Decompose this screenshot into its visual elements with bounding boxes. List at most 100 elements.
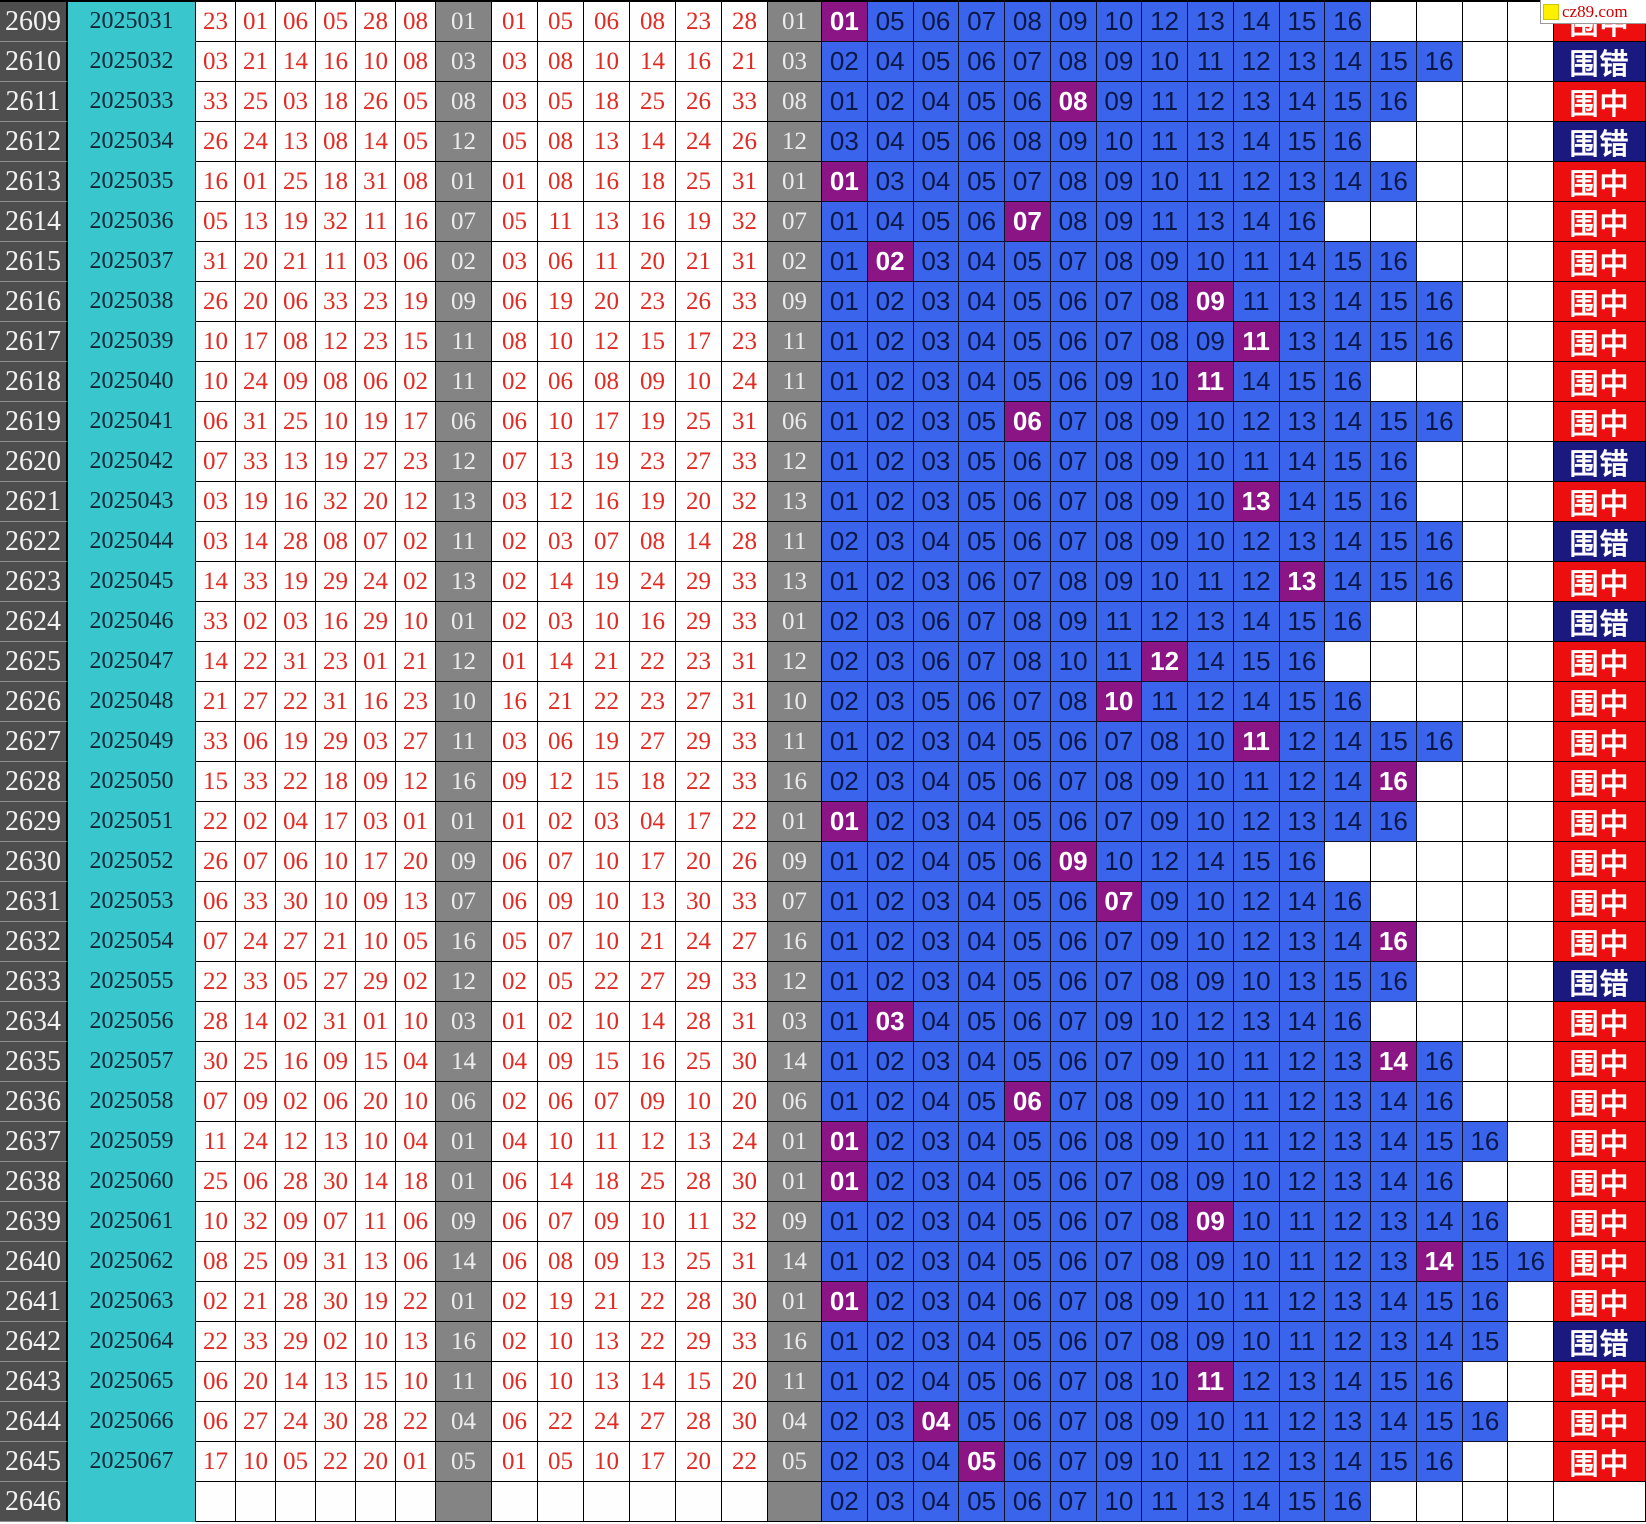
prediction-cell: 05 — [1005, 1322, 1051, 1362]
sorted-ball-cell: 10 — [584, 882, 630, 922]
table-row: 2639 2025061 10 32 09 07 11 06 09 06 07 09 10 11 32 09 0… — [0, 1202, 1646, 1242]
draw-ball-cell: 25 — [196, 1162, 236, 1202]
sorted-ball-cell: 07 — [538, 842, 584, 882]
sorted-ball-cell: 06 — [492, 882, 538, 922]
draw-ball-cell: 31 — [356, 162, 396, 202]
prediction-cell: 07 — [1050, 1482, 1097, 1522]
prediction-empty-cell — [1508, 482, 1554, 522]
prediction-cell: 09 — [1096, 362, 1143, 402]
result-badge: 围中 — [1554, 882, 1646, 922]
sorted-ball-cell: 26 — [722, 122, 768, 162]
blue-ball-repeat-cell: 11 — [768, 362, 822, 402]
prediction-cell: 09 — [1096, 82, 1143, 122]
prediction-cell: 14 — [1325, 922, 1371, 962]
draw-ball-cell: 21 — [276, 242, 316, 282]
prediction-empty-cell — [1371, 642, 1417, 682]
prediction-cell: 11 — [1142, 1482, 1188, 1522]
prediction-empty-cell — [1508, 1162, 1554, 1202]
row-index-cell: 2630 — [0, 842, 68, 882]
prediction-empty-cell — [1508, 1082, 1554, 1122]
prediction-cell: 14 — [1279, 442, 1326, 482]
prediction-cell: 01 — [822, 82, 868, 122]
draw-ball-cell: 10 — [196, 1202, 236, 1242]
prediction-cell: 03 — [913, 1322, 960, 1362]
prediction-empty-cell — [1462, 362, 1509, 402]
prediction-empty-cell — [1416, 82, 1463, 122]
prediction-empty-cell — [1508, 122, 1554, 162]
sorted-ball-cell: 10 — [676, 362, 722, 402]
sorted-ball-cell: 33 — [722, 602, 768, 642]
period-cell: 2025050 — [68, 762, 196, 802]
blue-ball-cell: 01 — [436, 1122, 492, 1162]
draw-ball-cell: 15 — [356, 1362, 396, 1402]
sorted-ball-cell: 05 — [538, 2, 584, 42]
prediction-cell: 06 — [1005, 1362, 1051, 1402]
prediction-empty-cell — [1508, 1042, 1554, 1082]
blue-ball-cell: 11 — [436, 522, 492, 562]
prediction-cell: 10 — [1188, 522, 1234, 562]
prediction-cell: 02 — [867, 1282, 914, 1322]
sorted-ball-cell: 29 — [676, 722, 722, 762]
prediction-empty-cell — [1508, 962, 1554, 1002]
sorted-ball-cell: 05 — [538, 82, 584, 122]
prediction-hit-cell: 01 — [822, 1162, 868, 1202]
draw-ball-cell: 08 — [316, 122, 356, 162]
draw-ball-cell: 24 — [236, 122, 276, 162]
prediction-cell: 11 — [1233, 1082, 1280, 1122]
sorted-ball-cell: 16 — [584, 162, 630, 202]
blue-ball-repeat-cell: 03 — [768, 42, 822, 82]
draw-ball-cell: 02 — [396, 522, 436, 562]
draw-ball-cell: 10 — [196, 362, 236, 402]
prediction-cell: 06 — [1050, 1042, 1097, 1082]
draw-ball-cell: 19 — [236, 482, 276, 522]
draw-ball-cell: 13 — [396, 1322, 436, 1362]
prediction-cell: 08 — [1050, 562, 1097, 602]
prediction-cell: 02 — [822, 642, 868, 682]
draw-ball-cell: 09 — [276, 1202, 316, 1242]
draw-ball-cell: 07 — [356, 522, 396, 562]
sorted-ball-cell: 29 — [676, 562, 722, 602]
sorted-ball-cell: 23 — [722, 322, 768, 362]
prediction-cell: 04 — [913, 162, 960, 202]
sorted-ball-cell: 06 — [584, 2, 630, 42]
blue-ball-cell: 06 — [436, 1082, 492, 1122]
prediction-empty-cell — [1508, 1002, 1554, 1042]
prediction-empty-cell — [1416, 2, 1463, 42]
sorted-ball-cell: 31 — [722, 1242, 768, 1282]
sorted-ball-cell: 27 — [630, 1402, 676, 1442]
sorted-ball-cell: 31 — [722, 682, 768, 722]
sorted-ball-cell: 07 — [492, 442, 538, 482]
prediction-empty-cell — [1462, 1042, 1509, 1082]
table-row: 2609 2025031 23 01 06 05 28 08 01 01 05 06 08 23 28 01 0… — [0, 2, 1646, 42]
sorted-ball-cell: 27 — [722, 922, 768, 962]
prediction-cell: 10 — [1233, 1202, 1280, 1242]
sorted-ball-cell: 24 — [630, 562, 676, 602]
sorted-ball-cell: 11 — [538, 202, 584, 242]
prediction-cell: 02 — [867, 802, 914, 842]
result-badge: 围中 — [1554, 682, 1646, 722]
draw-ball-cell: 08 — [316, 522, 356, 562]
result-badge: 围中 — [1554, 562, 1646, 602]
sorted-ball-cell: 03 — [584, 802, 630, 842]
sorted-ball-cell: 30 — [722, 1162, 768, 1202]
draw-ball-cell: 13 — [316, 1362, 356, 1402]
prediction-cell: 14 — [1325, 762, 1371, 802]
draw-ball-cell: 08 — [196, 1242, 236, 1282]
prediction-cell: 13 — [1279, 1362, 1326, 1402]
draw-ball-cell: 01 — [396, 1442, 436, 1482]
prediction-cell: 14 — [1325, 282, 1371, 322]
prediction-cell: 15 — [1371, 322, 1417, 362]
prediction-cell: 09 — [1188, 1322, 1234, 1362]
prediction-empty-cell — [1416, 762, 1463, 802]
sorted-ball-cell: 02 — [538, 1002, 584, 1042]
prediction-cell: 15 — [1325, 962, 1371, 1002]
prediction-cell: 12 — [1188, 682, 1234, 722]
draw-ball-cell: 18 — [316, 82, 356, 122]
prediction-cell: 06 — [1050, 1322, 1097, 1362]
prediction-cell: 10 — [1188, 442, 1234, 482]
prediction-cell: 15 — [1325, 242, 1371, 282]
draw-ball-cell: 18 — [316, 762, 356, 802]
prediction-hit-cell: 14 — [1371, 1042, 1417, 1082]
prediction-cell: 02 — [822, 522, 868, 562]
prediction-cell: 06 — [1050, 962, 1097, 1002]
